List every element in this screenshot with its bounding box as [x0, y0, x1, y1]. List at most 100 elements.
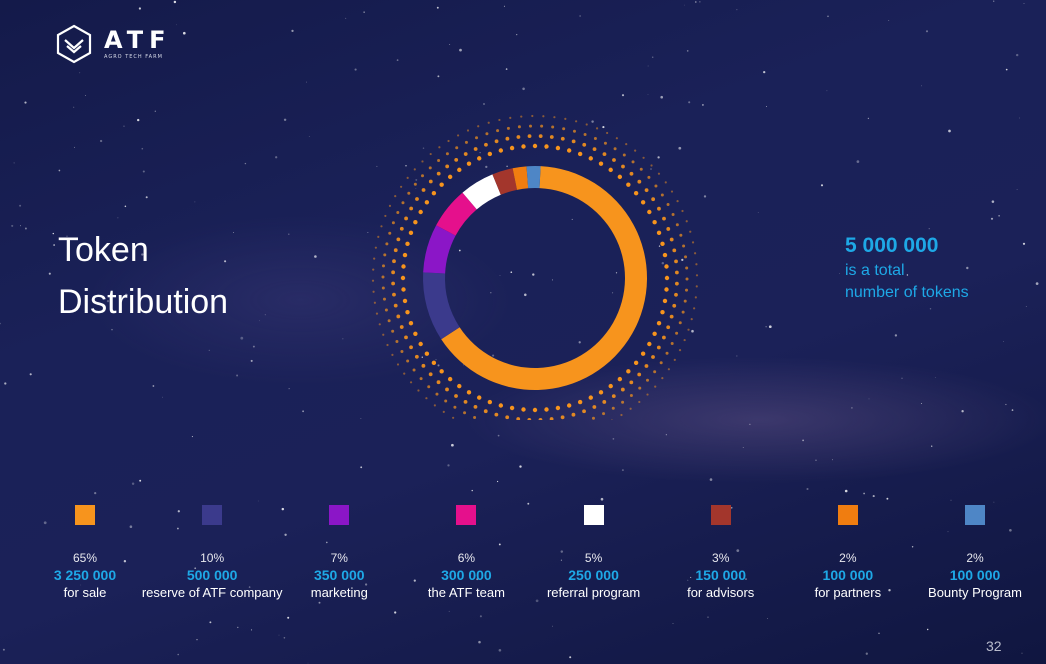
star — [766, 105, 767, 107]
halo-dot — [654, 184, 658, 188]
star — [74, 146, 75, 148]
star — [141, 147, 144, 150]
star — [993, 0, 995, 2]
star — [929, 308, 932, 310]
halo-dot — [612, 158, 616, 162]
halo-dot — [496, 129, 500, 133]
halo-dot — [427, 385, 431, 389]
halo-dot — [591, 416, 595, 420]
halo-dot — [621, 400, 625, 404]
star — [736, 549, 740, 552]
star — [1015, 53, 1019, 57]
star — [886, 497, 889, 500]
star — [745, 578, 747, 580]
halo-dot — [664, 287, 669, 292]
halo-dot — [419, 377, 423, 381]
legend-label: referral program — [546, 585, 641, 600]
star — [449, 44, 451, 46]
halo-dot — [425, 397, 428, 400]
halo-dot — [608, 383, 613, 389]
star — [1011, 409, 1014, 411]
halo-dot — [405, 309, 410, 315]
halo-dot — [404, 335, 408, 340]
halo-dot — [674, 292, 678, 297]
star — [991, 200, 995, 203]
star — [162, 396, 163, 398]
halo-dot — [444, 399, 448, 403]
star — [1025, 306, 1027, 308]
star — [48, 272, 51, 275]
halo-dot — [560, 136, 565, 141]
halo-dot — [439, 182, 444, 187]
halo-dot — [380, 225, 383, 228]
halo-dot — [671, 212, 675, 216]
star — [437, 75, 440, 78]
halo-dot — [684, 255, 688, 259]
halo-dot — [407, 191, 411, 195]
star — [447, 464, 450, 467]
star — [703, 195, 707, 198]
halo-dot — [445, 164, 450, 169]
halo-dot — [629, 407, 632, 410]
halo-dot — [431, 190, 437, 196]
halo-dot — [428, 166, 432, 170]
legend-item: 3% 150 000 for advisors — [646, 505, 796, 602]
halo-dot — [588, 156, 593, 161]
star — [765, 326, 767, 328]
star — [498, 543, 501, 546]
star — [742, 447, 744, 448]
page-title: Token Distribution — [58, 224, 228, 328]
legend-amount: 350 000 — [313, 567, 365, 583]
halo-dot — [653, 370, 657, 374]
star — [29, 373, 32, 376]
halo-dot — [695, 285, 698, 288]
star — [376, 165, 378, 167]
halo-dot — [529, 124, 532, 128]
star — [58, 169, 61, 172]
halo-dot — [654, 385, 657, 388]
star — [283, 118, 287, 122]
atf-logo: ATF AGRO TECH FARM — [56, 24, 171, 64]
star — [647, 94, 649, 96]
star — [612, 438, 615, 440]
star — [820, 184, 824, 187]
halo-dot — [372, 290, 375, 293]
halo-dot — [644, 188, 649, 193]
halo-dot — [691, 241, 695, 244]
legend-amount: 100 000 — [822, 567, 874, 583]
legend-swatch — [329, 505, 350, 525]
star — [661, 261, 665, 265]
halo-dot — [685, 266, 689, 270]
halo-dot — [395, 340, 399, 344]
halo-dot — [694, 296, 697, 299]
star — [137, 118, 140, 122]
halo-dot — [455, 146, 459, 150]
halo-dot — [509, 116, 512, 119]
halo-dot — [506, 126, 510, 130]
halo-dot — [683, 299, 687, 303]
halo-dot — [473, 405, 478, 409]
halo-dot — [549, 417, 554, 420]
star — [658, 245, 661, 247]
total-tokens-callout: 5 000 000 is a total number of tokens — [845, 232, 969, 304]
star — [209, 621, 212, 624]
star — [264, 314, 266, 316]
star — [1023, 2, 1025, 4]
star — [806, 487, 809, 491]
halo-dot — [693, 307, 696, 310]
halo-dot — [532, 407, 538, 413]
star — [868, 398, 870, 400]
star — [497, 480, 499, 483]
halo-dot — [622, 153, 626, 157]
star — [73, 106, 75, 108]
halo-dot — [675, 331, 679, 335]
star — [396, 59, 399, 61]
halo-dot — [644, 364, 649, 368]
star — [621, 94, 625, 97]
halo-dot — [582, 142, 587, 147]
star — [1035, 282, 1039, 285]
halo-dot — [656, 230, 662, 236]
halo-dot — [555, 405, 561, 411]
halo-dot — [433, 404, 436, 407]
star — [106, 299, 110, 303]
